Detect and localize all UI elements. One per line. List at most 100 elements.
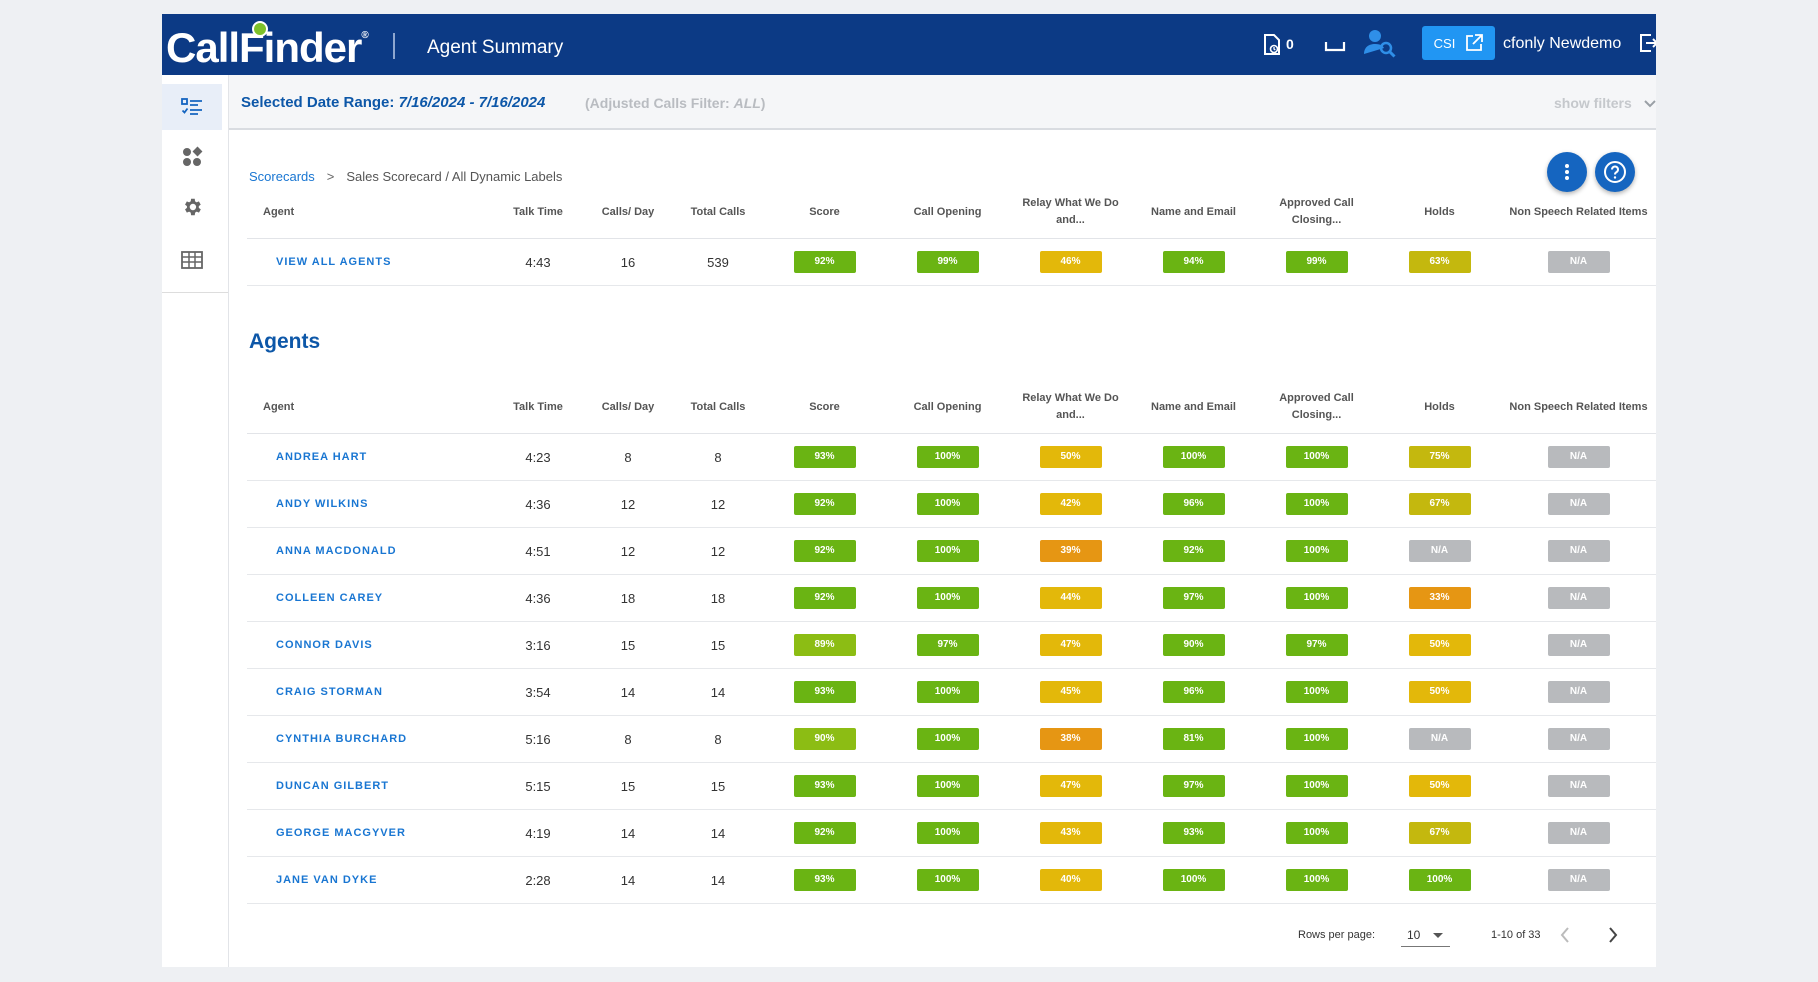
inbox-tray-icon[interactable] [1324, 39, 1346, 53]
sidebar-item-settings[interactable] [162, 184, 222, 230]
sidebar-item-analytics[interactable] [162, 134, 222, 180]
talk-time: 3:54 [493, 668, 583, 716]
summary-col-header[interactable]: Non Speech Related Items [1501, 186, 1656, 239]
score-cell: 99% [1255, 238, 1378, 286]
breadcrumb-scorecards-link[interactable]: Scorecards [249, 169, 315, 184]
score-badge: 92% [793, 251, 856, 273]
agents-col-header[interactable]: Call Opening [886, 381, 1009, 434]
summary-col-header[interactable]: Agent [247, 186, 493, 239]
agents-col-header[interactable]: Holds [1378, 381, 1501, 434]
breadcrumb-separator: > [326, 169, 335, 184]
csi-button[interactable]: CSI [1422, 26, 1495, 60]
help-button[interactable] [1595, 152, 1635, 192]
pagination-range: 1-10 of 33 [1491, 929, 1541, 941]
agent-row: CYNTHIA BURCHARD 5:16 8 8 90% 100% 38% 81% 100% N… [247, 715, 1656, 763]
agent-row: DUNCAN GILBERT 5:15 15 15 93% 100% 47% 97% 100% 5… [247, 762, 1656, 810]
total-calls: 14 [673, 668, 763, 716]
next-page-icon[interactable] [1607, 926, 1619, 944]
agent-name-link[interactable]: VIEW ALL AGENTS [247, 238, 493, 286]
agents-col-header[interactable]: Calls/ Day [583, 381, 673, 434]
score-badge: 50% [1039, 446, 1102, 468]
score-cell: 43% [1009, 809, 1132, 857]
breadcrumb-current: Sales Scorecard / All Dynamic Labels [346, 169, 563, 184]
score-badge: N/A [1547, 869, 1610, 891]
score-badge: 92% [793, 493, 856, 515]
more-options-button[interactable] [1547, 152, 1587, 192]
agents-col-header[interactable]: Agent [247, 381, 493, 434]
agents-col-header[interactable]: Talk Time [493, 381, 583, 434]
summary-col-header[interactable]: Holds [1378, 186, 1501, 239]
agent-name-link[interactable]: ANDY WILKINS [247, 480, 493, 528]
summary-col-header[interactable]: Calls/ Day [583, 186, 673, 239]
total-calls: 15 [673, 621, 763, 669]
summary-col-header[interactable]: Score [763, 186, 886, 239]
score-cell: N/A [1501, 668, 1656, 716]
summary-col-header[interactable]: Call Opening [886, 186, 1009, 239]
score-badge: 67% [1408, 493, 1471, 515]
score-badge: 89% [793, 634, 856, 656]
score-cell: 45% [1009, 668, 1132, 716]
agent-name-link[interactable]: CYNTHIA BURCHARD [247, 715, 493, 763]
chevron-down-icon [1643, 100, 1656, 108]
agent-name-link[interactable]: COLLEEN CAREY [247, 574, 493, 622]
agent-name-link[interactable]: CRAIG STORMAN [247, 668, 493, 716]
agent-name-link[interactable]: CONNOR DAVIS [247, 621, 493, 669]
score-badge: N/A [1547, 728, 1610, 750]
agent-name-link[interactable]: DUNCAN GILBERT [247, 762, 493, 810]
report-document-icon[interactable] [1262, 34, 1282, 56]
score-badge: 100% [1162, 446, 1225, 468]
show-filters-toggle[interactable]: show filters [1554, 95, 1656, 111]
score-badge: 63% [1408, 251, 1471, 273]
agents-header-row: Agent Talk Time Calls/ Day Total Calls Score… [247, 381, 1656, 434]
calls-per-day: 15 [583, 621, 673, 669]
summary-col-header[interactable]: Relay What We Do and... [1009, 186, 1132, 239]
agent-name-link[interactable]: ANNA MACDONALD [247, 527, 493, 575]
score-badge: 93% [793, 869, 856, 891]
score-badge: 100% [1408, 869, 1471, 891]
sidebar-item-scorecards[interactable] [162, 84, 222, 130]
score-cell: 100% [1132, 856, 1255, 904]
agent-row: ANDY WILKINS 4:36 12 12 92% 100% 42% 96% 100% 67%… [247, 480, 1656, 528]
score-cell: N/A [1501, 621, 1656, 669]
score-cell: 50% [1378, 668, 1501, 716]
sidebar-item-table[interactable] [162, 237, 222, 283]
settings-gear-icon [185, 198, 201, 216]
agent-search-icon[interactable] [1364, 28, 1396, 58]
rows-per-page-select[interactable]: 10 [1401, 924, 1450, 947]
agent-name-link[interactable]: ANDREA HART [247, 433, 493, 481]
total-calls: 15 [673, 762, 763, 810]
agents-col-header[interactable]: Name and Email [1132, 381, 1255, 434]
more-vert-icon [1565, 164, 1569, 180]
score-cell: 90% [1132, 621, 1255, 669]
score-cell: N/A [1501, 527, 1656, 575]
summary-col-header[interactable]: Talk Time [493, 186, 583, 239]
score-cell: 81% [1132, 715, 1255, 763]
summary-col-header[interactable]: Total Calls [673, 186, 763, 239]
score-badge: 93% [1162, 822, 1225, 844]
agents-col-header[interactable]: Total Calls [673, 381, 763, 434]
score-badge: 97% [1285, 634, 1348, 656]
previous-page-icon[interactable] [1559, 926, 1571, 944]
talk-time: 4:23 [493, 433, 583, 481]
score-cell: 100% [886, 762, 1009, 810]
score-badge: 97% [916, 634, 979, 656]
score-cell: 40% [1009, 856, 1132, 904]
score-cell: N/A [1378, 715, 1501, 763]
score-cell: 97% [1132, 762, 1255, 810]
user-name[interactable]: cfonly Newdemo [1503, 35, 1622, 52]
agents-col-header[interactable]: Score [763, 381, 886, 434]
logout-icon[interactable] [1639, 33, 1656, 53]
scorecard-list-icon [181, 98, 202, 115]
score-cell: 93% [763, 433, 886, 481]
agents-col-header[interactable]: Approved Call Closing... [1255, 381, 1378, 434]
score-badge: 100% [916, 540, 979, 562]
summary-col-header[interactable]: Approved Call Closing... [1255, 186, 1378, 239]
score-cell: N/A [1501, 238, 1656, 286]
score-badge: 99% [916, 251, 979, 273]
score-cell: 100% [886, 856, 1009, 904]
agent-name-link[interactable]: JANE VAN DYKE [247, 856, 493, 904]
agents-col-header[interactable]: Relay What We Do and... [1009, 381, 1132, 434]
agent-name-link[interactable]: GEORGE MACGYVER [247, 809, 493, 857]
summary-col-header[interactable]: Name and Email [1132, 186, 1255, 239]
agents-col-header[interactable]: Non Speech Related Items [1501, 381, 1656, 434]
